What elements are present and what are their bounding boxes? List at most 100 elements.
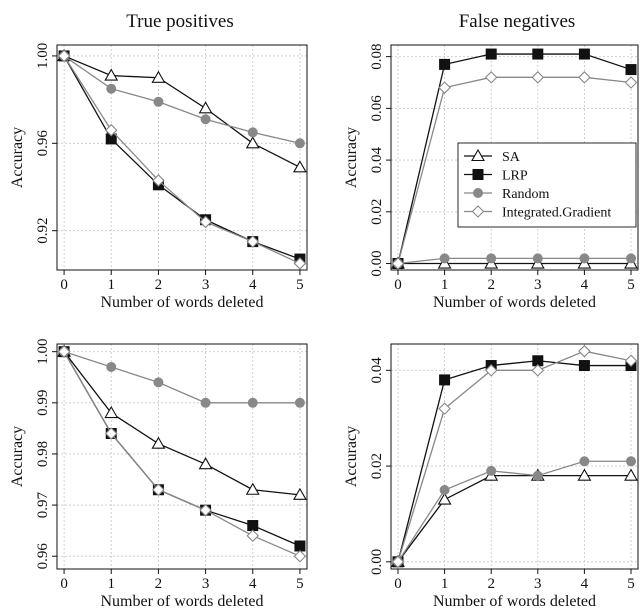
y-tick-label: 0.04 [369,146,385,173]
data-point-integrated-gradient [578,344,591,358]
data-point-sa [151,70,166,83]
x-tick-label: 4 [581,576,589,592]
x-tick-label: 4 [581,277,589,293]
plot-frame [56,44,308,271]
y-axis-label: Accuracy [343,127,360,188]
x-tick-label: 0 [60,576,68,592]
data-point-integrated-gradient [152,483,165,497]
data-point-sa [104,405,119,419]
x-tick-label: 2 [487,576,495,592]
data-point-sa [292,160,307,173]
series-line-random [63,351,300,404]
series-line-random [397,460,632,563]
data-point-random [439,485,450,496]
y-tick-label: 0.98 [35,441,51,467]
series-line-integrated-gradient [63,55,301,265]
data-point-sa [198,101,213,114]
data-point-integrated-gradient [391,555,405,569]
data-point-random [294,397,305,408]
legend-label-sa: SA [502,150,521,165]
x-tick-label: 1 [441,277,449,293]
data-point-random [294,138,305,149]
data-point-sa [245,482,260,495]
y-tick-label: 1.00 [35,43,51,69]
plot-frame [390,44,639,271]
x-tick-label: 0 [394,277,402,293]
data-point-integrated-gradient [104,427,118,440]
data-point-integrated-gradient [624,76,638,89]
y-axis-label: Accuracy [9,127,26,188]
y-tick-label: 0.02 [369,199,385,225]
x-tick-label: 4 [249,576,257,592]
y-tick-label: 0.00 [369,549,385,575]
data-point-random [626,253,637,264]
data-point-sa [437,492,452,505]
plot-frame [56,343,308,570]
data-point-random [486,253,497,264]
legend-label-integrated-gradient: Integrated.Gradient [502,206,611,221]
x-tick-label: 1 [107,576,115,592]
data-point-lrp [485,48,497,60]
data-point-integrated-gradient [246,235,260,248]
data-point-lrp [625,64,637,76]
data-point-random [153,96,164,107]
series-line-integrated-gradient [397,350,632,563]
series-line-lrp [63,351,301,547]
data-point-lrp [532,48,544,60]
x-tick-label: 3 [202,576,210,592]
data-point-random [200,397,211,408]
data-point-integrated-gradient [531,364,545,377]
y-axis-label: Accuracy [343,426,360,487]
x-tick-label: 4 [249,277,257,293]
data-point-random [579,253,590,264]
y-axis-label: Accuracy [9,426,26,487]
data-point-random [200,114,211,125]
data-point-integrated-gradient [57,345,71,358]
data-point-random [106,362,117,373]
y-tick-label: 1.00 [35,339,51,365]
series-line-integrated-gradient [397,76,632,264]
data-point-random [247,127,258,138]
x-axis-label: Number of words deleted [433,294,596,311]
data-point-sa [577,468,592,481]
x-tick-label: 5 [296,277,304,293]
x-axis-label: Number of words deleted [433,593,596,610]
data-point-integrated-gradient [57,49,71,63]
y-tick-label: 0.08 [369,44,385,70]
data-point-lrp [439,374,451,386]
panel-false-negatives-top: 0 1 2 3 4 5 0.00 0.02 0.04 0.06 0.08 Number of word… [343,44,639,311]
plot-frame [390,343,639,570]
data-point-random [579,456,590,467]
data-point-integrated-gradient [438,402,451,415]
data-point-sa [198,457,213,470]
series-line-integrated-gradient [63,351,301,557]
data-point-lrp [247,520,259,532]
y-tick-label: 0.02 [369,453,385,479]
series-line-sa [63,351,300,496]
data-point-random [106,83,117,94]
data-point-random [532,470,543,481]
x-tick-label: 2 [155,576,163,592]
column-title-false-negatives: False negatives [459,11,576,32]
legend-label-lrp: LRP [502,169,528,184]
x-axis-label: Number of words deleted [100,294,263,311]
series-line-sa [63,55,301,168]
data-point-integrated-gradient [293,549,307,563]
data-point-integrated-gradient [438,81,451,94]
x-tick-label: 3 [534,576,542,592]
series-line-lrp [397,53,632,264]
data-point-lrp [439,58,451,70]
legend-label-random: Random [502,187,550,202]
column-title-true-positives: True positives [126,11,234,32]
x-tick-label: 2 [487,277,495,293]
data-point-random [486,465,497,476]
legend-marker-random [473,188,483,198]
data-point-integrated-gradient [578,71,591,84]
data-point-integrated-gradient [152,174,165,187]
data-point-lrp [578,48,590,60]
x-tick-label: 0 [60,277,68,293]
data-point-integrated-gradient [104,123,118,137]
data-point-integrated-gradient [624,354,638,368]
data-point-lrp [294,540,306,552]
